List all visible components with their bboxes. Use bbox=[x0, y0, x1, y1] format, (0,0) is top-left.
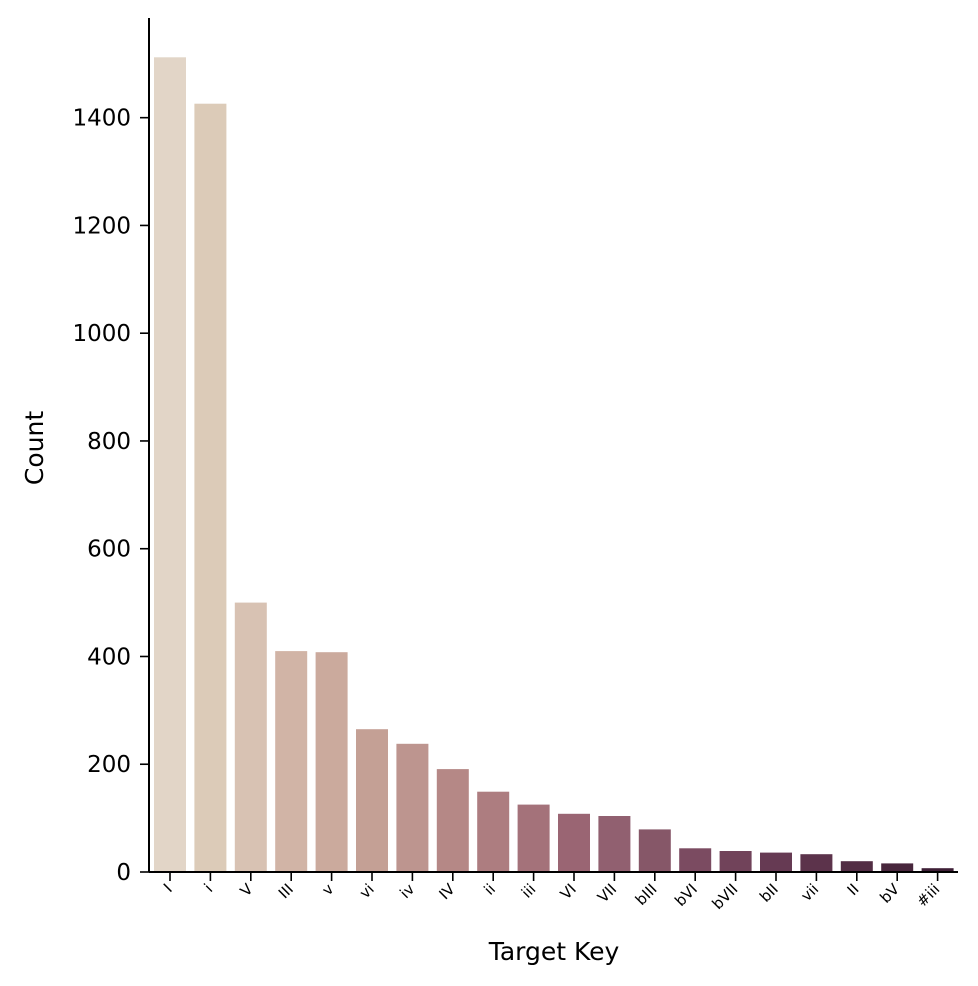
x-tick-label: ii bbox=[480, 880, 499, 899]
x-tick-label: III bbox=[275, 880, 297, 902]
y-tick-label: 600 bbox=[87, 537, 131, 563]
bar-v bbox=[315, 652, 348, 872]
x-tick-label: i bbox=[201, 880, 217, 896]
bar-vi bbox=[356, 729, 388, 872]
y-tick-label: 1200 bbox=[72, 213, 131, 239]
bar-bVI bbox=[679, 848, 712, 872]
bar-VI bbox=[558, 813, 590, 872]
bar-bII bbox=[760, 852, 792, 872]
y-tick-label: 0 bbox=[116, 860, 131, 886]
bar-I bbox=[154, 57, 186, 873]
bar-#iii bbox=[921, 868, 954, 872]
bar-II bbox=[840, 861, 873, 872]
bar-vii bbox=[800, 854, 833, 872]
bar-bVII bbox=[719, 851, 752, 872]
x-tick-label: bV bbox=[876, 880, 903, 907]
bar-IV bbox=[436, 769, 469, 872]
y-axis: 0 200 400 600 800 1000 1200 1400 bbox=[72, 18, 150, 886]
y-tick-label: 1400 bbox=[72, 106, 131, 132]
x-tick-label: vi bbox=[356, 880, 378, 902]
x-tick-label: bVII bbox=[708, 880, 741, 913]
y-tick-label: 1000 bbox=[72, 321, 131, 347]
x-tick-label: bIII bbox=[632, 880, 661, 909]
x-tick-label: v bbox=[318, 880, 337, 899]
x-tick-label: iv bbox=[396, 880, 418, 902]
bar-bIII bbox=[638, 829, 671, 872]
x-tick-label: V bbox=[237, 880, 258, 901]
bars-group bbox=[154, 57, 954, 873]
bar-i bbox=[194, 103, 227, 872]
x-tick-label: bVI bbox=[671, 880, 701, 910]
x-tick-label: VI bbox=[557, 880, 580, 903]
bar-ii bbox=[477, 791, 510, 872]
bar-VII bbox=[598, 816, 631, 872]
bar-bV bbox=[881, 863, 914, 872]
x-tick-label: vii bbox=[797, 880, 822, 905]
bar-V bbox=[234, 602, 267, 872]
y-axis-title: Count bbox=[20, 411, 49, 485]
x-tick-label: II bbox=[844, 880, 863, 899]
y-tick-label: 400 bbox=[87, 644, 131, 670]
x-tick-label: IV bbox=[436, 880, 460, 904]
y-tick-label: 200 bbox=[87, 752, 131, 778]
x-axis-title: Target Key bbox=[488, 937, 620, 966]
bar-III bbox=[275, 651, 308, 872]
x-tick-label: bII bbox=[756, 880, 782, 906]
x-tick-label: iii bbox=[518, 880, 540, 902]
x-tick-label: VII bbox=[594, 880, 620, 906]
bar-iv bbox=[396, 743, 429, 872]
bar-iii bbox=[517, 804, 550, 872]
y-tick-label: 800 bbox=[87, 429, 131, 455]
x-tick-label: I bbox=[160, 880, 176, 896]
x-tick-label: #iii bbox=[913, 880, 943, 910]
